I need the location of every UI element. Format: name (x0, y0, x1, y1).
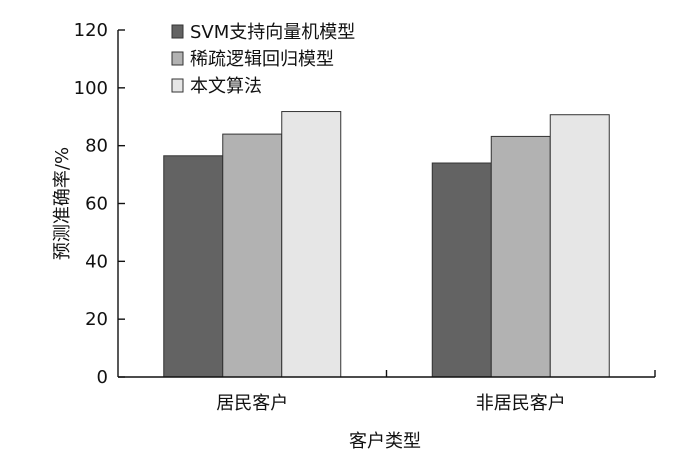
bars-layer (163, 111, 610, 378)
bar (549, 114, 610, 378)
y-tick-label: 100 (74, 78, 108, 99)
y-tick-label: 20 (85, 309, 108, 330)
legend-label: SVM支持向量机模型 (190, 22, 355, 43)
bar (490, 135, 551, 378)
y-tick-label: 40 (85, 251, 108, 272)
bar (431, 162, 492, 378)
y-axis-label: 预测准确率/% (52, 147, 73, 260)
legend-swatch (171, 24, 184, 39)
bar (163, 155, 224, 378)
y-tick-label: 0 (97, 367, 108, 388)
legend-label: 本文算法 (190, 76, 262, 97)
x-ticks: 居民客户 非居民客户 (216, 370, 656, 414)
bar (222, 133, 283, 378)
legend-swatch (171, 78, 184, 93)
x-axis-label: 客户类型 (349, 431, 421, 452)
x-tick-label: 居民客户 (216, 393, 288, 414)
x-tick-label: 非居民客户 (476, 393, 566, 414)
y-tick-label: 80 (85, 136, 108, 157)
y-tick-label: 60 (85, 194, 108, 215)
legend-swatch (171, 51, 184, 66)
y-ticks: 0 20 40 60 80 100 120 (74, 20, 125, 388)
legend-label: 稀疏逻辑回归模型 (190, 49, 334, 70)
y-tick-label: 120 (74, 20, 108, 41)
bar (281, 111, 342, 378)
